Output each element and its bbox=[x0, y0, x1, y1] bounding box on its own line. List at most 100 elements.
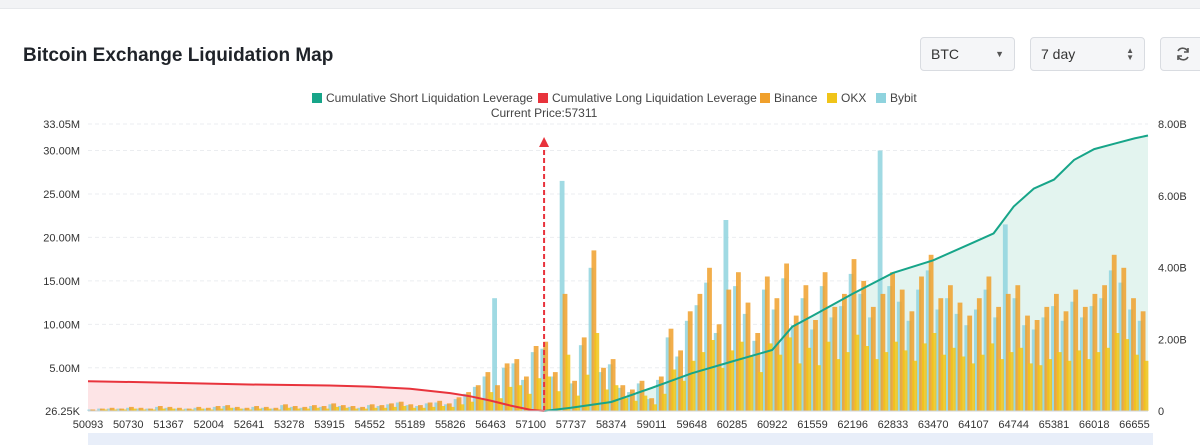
binance-bar bbox=[793, 315, 799, 411]
binance-bar bbox=[302, 406, 308, 411]
x-tick-label: 63470 bbox=[918, 419, 949, 431]
bybit-bar bbox=[684, 320, 690, 411]
okx-bar bbox=[112, 409, 118, 411]
bybit-bar bbox=[569, 383, 575, 411]
bybit-bar bbox=[251, 406, 257, 411]
okx-bar bbox=[1037, 365, 1043, 411]
exchange-bars bbox=[87, 150, 1149, 411]
bybit-bar bbox=[945, 298, 950, 411]
okx-bar bbox=[1105, 347, 1110, 411]
bybit-bar bbox=[954, 313, 960, 411]
bybit-bar bbox=[887, 286, 893, 411]
x-tick-label: 64744 bbox=[998, 419, 1029, 431]
binance-bar bbox=[263, 406, 269, 411]
okx-bar bbox=[864, 346, 869, 411]
bybit-bar bbox=[1031, 329, 1037, 411]
binance-bar bbox=[331, 403, 337, 411]
binance-bar bbox=[466, 392, 471, 411]
binance-bar bbox=[658, 376, 664, 411]
okx-bar bbox=[180, 409, 185, 411]
range-select-value: 7 day bbox=[1041, 46, 1076, 62]
bybit-bar bbox=[906, 320, 912, 411]
bybit-bar bbox=[126, 407, 131, 411]
y-left-tick-label: 5.00M bbox=[49, 363, 80, 375]
coin-select[interactable]: BTC ▼ bbox=[920, 37, 1015, 71]
binance-bar bbox=[562, 293, 568, 411]
bybit-bar bbox=[675, 356, 681, 411]
binance-bar bbox=[1073, 289, 1079, 411]
bybit-bar bbox=[492, 298, 497, 411]
okx-bar bbox=[652, 404, 657, 411]
binance-bar bbox=[986, 276, 992, 411]
okx-bar bbox=[343, 407, 349, 411]
binance-bar bbox=[996, 306, 1001, 411]
bybit-bar bbox=[627, 392, 632, 411]
bybit-bar bbox=[1002, 224, 1008, 411]
okx-bar bbox=[1018, 347, 1024, 411]
binance-bar bbox=[1015, 285, 1021, 411]
bybit-bar bbox=[135, 408, 141, 411]
binance-bar bbox=[1063, 311, 1069, 411]
x-tick-label: 50730 bbox=[113, 419, 144, 431]
okx-bar bbox=[604, 389, 609, 411]
okx-bar bbox=[1066, 360, 1072, 411]
bybit-bar bbox=[1137, 320, 1143, 411]
y-axis-right: 8.00B 6.00B 4.00B 2.00B 0 bbox=[1158, 119, 1187, 418]
okx-bar bbox=[305, 408, 311, 411]
okx-bar bbox=[1095, 352, 1101, 411]
binance-bar bbox=[890, 272, 895, 411]
okx-bar bbox=[960, 356, 966, 411]
okx-bar bbox=[1143, 360, 1149, 411]
okx-bar bbox=[1114, 333, 1120, 411]
okx-bar bbox=[700, 352, 706, 411]
binance-bar bbox=[967, 315, 973, 411]
binance-bar bbox=[427, 402, 433, 411]
bybit-bar bbox=[444, 404, 449, 411]
bybit-bar bbox=[742, 313, 748, 411]
okx-bar bbox=[295, 408, 301, 411]
binance-bar bbox=[495, 385, 500, 411]
binance-bar bbox=[784, 263, 789, 411]
bybit-bar bbox=[1128, 309, 1133, 411]
bybit-bar bbox=[1012, 298, 1018, 411]
okx-bar bbox=[575, 395, 580, 411]
cumulative-short-line bbox=[543, 134, 1149, 412]
bybit-bar bbox=[309, 406, 314, 411]
binance-bar bbox=[736, 272, 741, 411]
bybit-bar bbox=[1089, 306, 1095, 411]
bybit-bar bbox=[790, 325, 796, 411]
bybit-bar bbox=[896, 301, 902, 411]
bybit-bar bbox=[704, 282, 709, 411]
bybit-bar bbox=[974, 309, 979, 411]
bybit-bar bbox=[463, 393, 469, 411]
bybit-bar bbox=[839, 306, 844, 411]
okx-bar bbox=[710, 340, 715, 411]
current-price-arrow bbox=[539, 137, 550, 147]
okx-bar bbox=[1008, 352, 1014, 411]
binance-bar bbox=[254, 406, 259, 411]
binance-bar bbox=[774, 298, 780, 411]
okx-bar bbox=[382, 407, 388, 411]
bybit-bar bbox=[877, 150, 883, 411]
okx-bar bbox=[632, 400, 638, 411]
x-tick-label: 57737 bbox=[556, 419, 587, 431]
bybit-bar bbox=[174, 408, 179, 411]
bybit-bar bbox=[762, 289, 767, 411]
binance-bar bbox=[186, 408, 192, 411]
okx-bar bbox=[401, 406, 407, 411]
okx-bar bbox=[469, 401, 474, 411]
okx-bar bbox=[970, 363, 975, 411]
x-tick-label: 52641 bbox=[234, 419, 265, 431]
x-tick-label: 66655 bbox=[1119, 419, 1150, 431]
bybit-bar bbox=[328, 404, 334, 411]
binance-bar bbox=[196, 406, 202, 411]
bybit-bar bbox=[810, 329, 815, 411]
okx-bar bbox=[719, 367, 725, 411]
range-select[interactable]: 7 day ▲ ▼ bbox=[1030, 37, 1145, 71]
okx-bar bbox=[151, 409, 156, 411]
x-tick-label: 59011 bbox=[637, 419, 667, 431]
refresh-button[interactable] bbox=[1160, 37, 1200, 71]
caret-down-icon: ▼ bbox=[995, 49, 1004, 59]
binance-bar bbox=[119, 408, 125, 411]
